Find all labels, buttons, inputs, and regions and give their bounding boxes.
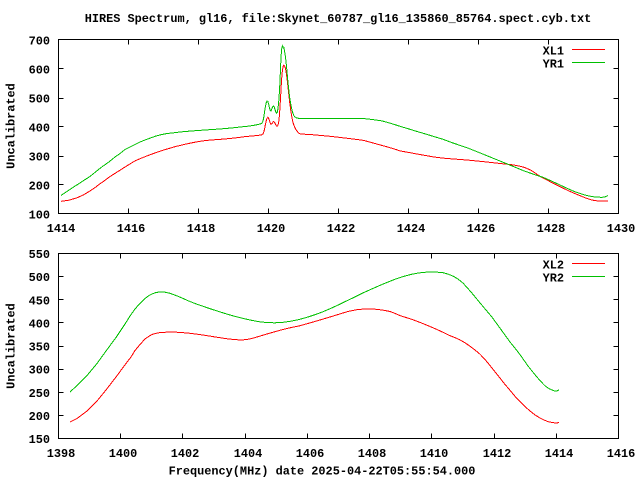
- svg-text:1404: 1404: [234, 447, 263, 461]
- svg-text:1402: 1402: [171, 447, 200, 461]
- svg-text:1412: 1412: [483, 447, 512, 461]
- svg-text:500: 500: [29, 93, 50, 107]
- svg-text:HIRES Spectrum, gl16, file:Sky: HIRES Spectrum, gl16, file:Skynet_60787_…: [85, 12, 592, 26]
- svg-text:300: 300: [29, 151, 50, 165]
- svg-text:1414: 1414: [47, 222, 76, 236]
- svg-text:400: 400: [29, 317, 50, 331]
- svg-text:Uncalibrated: Uncalibrated: [5, 83, 19, 169]
- svg-text:1414: 1414: [545, 447, 574, 461]
- svg-text:Uncalibrated: Uncalibrated: [5, 303, 19, 389]
- svg-text:1430: 1430: [607, 222, 636, 236]
- svg-text:400: 400: [29, 122, 50, 136]
- svg-text:1420: 1420: [257, 222, 286, 236]
- svg-text:Frequency(MHz) date 2025-04-22: Frequency(MHz) date 2025-04-22T05:55:54.…: [169, 465, 476, 479]
- svg-text:1428: 1428: [537, 222, 566, 236]
- svg-text:YR1: YR1: [543, 58, 564, 72]
- svg-text:XL2: XL2: [543, 259, 564, 273]
- svg-text:XL1: XL1: [543, 45, 564, 59]
- svg-text:350: 350: [29, 341, 50, 355]
- svg-text:700: 700: [29, 35, 50, 49]
- svg-text:1424: 1424: [397, 222, 426, 236]
- svg-text:200: 200: [29, 180, 50, 194]
- svg-text:600: 600: [29, 64, 50, 78]
- svg-text:1416: 1416: [607, 447, 636, 461]
- svg-text:1400: 1400: [109, 447, 138, 461]
- svg-text:1398: 1398: [47, 447, 76, 461]
- svg-text:1416: 1416: [117, 222, 146, 236]
- svg-text:200: 200: [29, 410, 50, 424]
- svg-text:100: 100: [29, 209, 50, 223]
- svg-text:1418: 1418: [187, 222, 216, 236]
- svg-text:1422: 1422: [327, 222, 356, 236]
- svg-text:1408: 1408: [358, 447, 387, 461]
- svg-text:150: 150: [29, 433, 50, 447]
- svg-text:YR2: YR2: [543, 272, 564, 286]
- svg-text:1410: 1410: [420, 447, 449, 461]
- svg-text:1406: 1406: [296, 447, 325, 461]
- svg-text:550: 550: [29, 248, 50, 262]
- svg-text:500: 500: [29, 271, 50, 285]
- svg-text:250: 250: [29, 387, 50, 401]
- svg-text:300: 300: [29, 364, 50, 378]
- svg-text:450: 450: [29, 294, 50, 308]
- svg-text:1426: 1426: [467, 222, 496, 236]
